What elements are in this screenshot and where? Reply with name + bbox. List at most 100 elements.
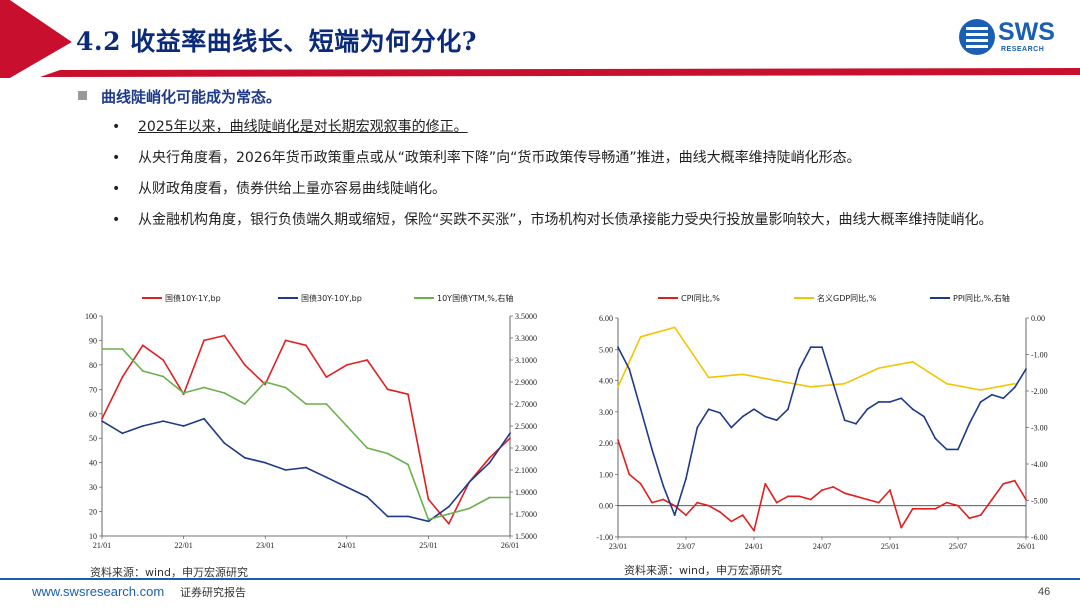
data-point (753, 529, 755, 532)
data-point (741, 373, 744, 376)
data-point (141, 425, 144, 427)
data-point (121, 432, 124, 435)
y-left-tick-label: 80 (89, 361, 97, 370)
data-point (182, 425, 185, 427)
data-point (798, 368, 801, 370)
data-point (284, 386, 287, 389)
sws-logo: SWS RESEARCH (958, 18, 1062, 58)
data-point (889, 401, 891, 403)
data-point (979, 401, 982, 403)
page-title: 4.2 收益率曲线长、短端为何分化? (76, 27, 477, 56)
data-point (488, 496, 491, 499)
data-point (843, 419, 846, 422)
data-point (945, 448, 948, 451)
y-right-tick-label: -1.00 (1031, 351, 1048, 360)
logo-text: SWS (998, 18, 1055, 46)
y-right-tick-label: 2.9000 (515, 378, 537, 387)
data-point (203, 339, 205, 342)
data-point (617, 439, 619, 441)
data-point (427, 518, 430, 521)
data-point (877, 367, 880, 369)
data-point (821, 346, 823, 349)
data-point (945, 382, 948, 385)
data-point (284, 339, 287, 342)
legend-label: CPI同比,% (681, 293, 720, 303)
data-point (662, 498, 665, 501)
data-point (900, 526, 903, 529)
data-point (639, 408, 642, 411)
data-point (101, 420, 103, 423)
data-point (877, 501, 880, 504)
data-point (101, 348, 103, 350)
data-point (617, 346, 619, 349)
y-right-tick-label: -3.00 (1031, 424, 1048, 433)
data-point (934, 507, 937, 510)
data-point (203, 386, 205, 389)
legend-label: PPI同比,%,右轴 (953, 293, 1010, 303)
data-point (764, 415, 767, 418)
data-point (182, 392, 185, 394)
data-point (162, 359, 165, 361)
square-bullet-icon (78, 91, 87, 100)
y-left-tick-label: 10 (89, 532, 97, 541)
data-point (407, 463, 409, 466)
x-tick-label: 26/01 (1017, 542, 1035, 551)
data-point (809, 346, 812, 349)
data-point (775, 501, 778, 504)
data-point (1002, 482, 1005, 485)
data-point (345, 363, 348, 366)
data-point (775, 379, 778, 382)
data-point (832, 486, 835, 488)
data-point (628, 473, 631, 476)
y-right-tick-label: 1.7000 (515, 510, 537, 519)
data-point (673, 326, 676, 329)
data-point (979, 389, 982, 391)
data-point (162, 375, 165, 378)
slide-header: 4.2 收益率曲线长、短端为何分化? SWS RESEARCH (0, 0, 1080, 78)
data-point (305, 466, 307, 469)
data-point (911, 360, 914, 363)
data-point (1013, 382, 1016, 385)
header-decoration (0, 0, 1080, 78)
y-right-tick-label: 2.3000 (515, 444, 537, 453)
y-left-tick-label: 40 (89, 459, 97, 468)
y-left-tick-label: 6.00 (599, 314, 613, 323)
bullet-text: 2025年以来，曲线陡峭化是对长期宏观叙事的修正。 (138, 119, 468, 135)
y-left-tick-label: 100 (85, 312, 97, 321)
y-right-tick-label: -6.00 (1031, 533, 1048, 542)
x-tick-label: 23/01 (256, 541, 274, 550)
data-point (787, 408, 789, 411)
y-right-tick-label: 2.7000 (515, 400, 537, 409)
data-point (366, 495, 369, 498)
y-left-tick-label: 5.00 (599, 345, 613, 354)
x-tick-label: 25/01 (881, 542, 899, 551)
data-point (345, 425, 348, 427)
data-point (911, 507, 914, 510)
data-point (673, 504, 676, 507)
legend-label: 10Y国债YTM,%,右轴 (437, 293, 513, 303)
bullet-text: 从金融机构角度，银行负债端久期或缩短，保险“买跌不买涨”，市场机构对长债承接能力… (138, 212, 993, 228)
y-right-tick-label: 1.5000 (515, 532, 537, 541)
legend-label: 国债10Y-1Y,bp (165, 293, 221, 303)
x-tick-label: 25/01 (419, 541, 437, 550)
data-point (223, 334, 226, 337)
data-point (923, 415, 925, 418)
data-point (923, 507, 925, 510)
series-line-right (102, 348, 510, 521)
bullet-item: • 从财政角度看，债券供给上量亦容易曲线陡峭化。 (112, 178, 1042, 200)
data-point (1025, 368, 1027, 370)
data-point (764, 482, 767, 485)
data-point (264, 381, 267, 383)
y-right-tick-label: -4.00 (1031, 460, 1048, 469)
footer-website-link[interactable]: www.swsresearch.com (32, 584, 165, 599)
data-point (730, 520, 733, 523)
y-right-tick-label: 2.5000 (515, 422, 537, 431)
bullet-dot-icon: • (112, 150, 121, 166)
legend-label: 名义GDP同比,% (817, 293, 877, 303)
data-point (223, 392, 226, 394)
y-right-tick-label: 3.1000 (515, 356, 537, 365)
x-tick-label: 23/07 (677, 542, 695, 551)
data-point (934, 437, 937, 440)
data-point (685, 514, 687, 516)
logo-subtext: RESEARCH (1001, 46, 1045, 53)
